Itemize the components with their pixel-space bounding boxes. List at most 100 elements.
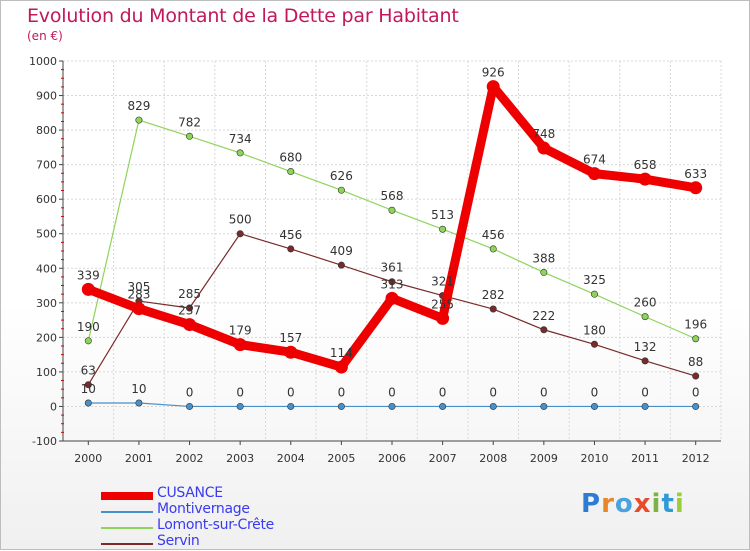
legend-label: Lomont-sur-Crête [157, 517, 274, 533]
data-label: 179 [229, 324, 252, 338]
legend-label: Montivernage [157, 501, 250, 517]
data-label: 0 [692, 385, 700, 399]
data-label: 626 [330, 169, 353, 183]
legend-swatch [101, 511, 153, 513]
data-label: 305 [127, 280, 150, 294]
data-label: 285 [178, 287, 201, 301]
data-point [590, 290, 598, 298]
data-point [236, 149, 244, 157]
data-label: 409 [330, 244, 353, 258]
x-tick-label: 2008 [479, 452, 507, 465]
data-label: 0 [489, 385, 497, 399]
data-point [590, 402, 598, 410]
data-label: 10 [81, 382, 96, 396]
x-tick-label: 2002 [176, 452, 204, 465]
data-label: 255 [431, 297, 454, 311]
data-label: 513 [431, 208, 454, 222]
data-point [84, 337, 92, 345]
data-point [439, 402, 447, 410]
data-label: 283 [127, 288, 150, 302]
data-point [537, 141, 551, 155]
x-tick-label: 2012 [682, 452, 710, 465]
chart-subtitle: (en €) [27, 29, 63, 43]
data-point [388, 278, 396, 286]
data-label: 456 [482, 228, 505, 242]
x-tick-label: 2001 [125, 452, 153, 465]
data-label: 321 [431, 275, 454, 289]
data-point [489, 402, 497, 410]
data-label: 782 [178, 115, 201, 129]
data-point [540, 402, 548, 410]
data-point [287, 168, 295, 176]
x-tick-label: 2007 [429, 452, 457, 465]
data-point [540, 268, 548, 276]
data-point [183, 318, 197, 332]
data-point [135, 399, 143, 407]
x-tick-label: 2009 [530, 452, 558, 465]
data-point [84, 381, 92, 389]
data-label: 0 [338, 385, 346, 399]
data-label: 0 [591, 385, 599, 399]
data-point [186, 402, 194, 410]
data-point [385, 291, 399, 305]
x-tick-label: 2000 [74, 452, 102, 465]
data-point [388, 206, 396, 214]
y-tick-label: 300 [36, 297, 57, 310]
data-point [540, 326, 548, 334]
chart-title: Evolution du Montant de la Dette par Hab… [27, 5, 459, 27]
logo-letter: i [651, 489, 662, 519]
data-label: 388 [532, 251, 555, 265]
data-label: 339 [77, 268, 100, 282]
x-tick-label: 2006 [378, 452, 406, 465]
data-label: 237 [178, 304, 201, 318]
data-label: 829 [127, 99, 150, 113]
x-tick-label: 2005 [327, 452, 355, 465]
data-label: 88 [688, 355, 703, 369]
data-point [334, 360, 348, 374]
y-tick-label: 200 [36, 331, 57, 344]
data-label: 325 [583, 273, 606, 287]
x-tick-label: 2003 [226, 452, 254, 465]
data-point [689, 181, 703, 195]
data-point [587, 167, 601, 181]
legend-label: Servin [157, 533, 200, 549]
data-point [590, 340, 598, 348]
data-label: 658 [634, 158, 657, 172]
logo-letter: t [661, 489, 675, 519]
data-point [132, 302, 146, 316]
y-tick-label: 800 [36, 124, 57, 137]
y-tick-label: 900 [36, 90, 57, 103]
data-label: 0 [236, 385, 244, 399]
data-label: 500 [229, 213, 252, 227]
legend-swatch [101, 543, 153, 545]
data-label: 132 [634, 340, 657, 354]
data-label: 313 [381, 277, 404, 291]
data-label: 0 [439, 385, 447, 399]
x-tick-label: 2011 [631, 452, 659, 465]
data-point [388, 402, 396, 410]
proxiti-logo: Proxiti [581, 489, 685, 519]
data-label: 0 [287, 385, 295, 399]
y-tick-label: 600 [36, 193, 57, 206]
data-label: 0 [641, 385, 649, 399]
y-tick-label: 700 [36, 159, 57, 172]
data-label: 180 [583, 323, 606, 337]
logo-letter: o [614, 489, 634, 519]
data-point [638, 172, 652, 186]
data-point [641, 402, 649, 410]
data-label: 734 [229, 132, 252, 146]
data-label: 157 [279, 331, 302, 345]
data-point [489, 245, 497, 253]
y-tick-label: 100 [36, 366, 57, 379]
data-point [489, 305, 497, 313]
y-tick-label: 0 [50, 400, 57, 413]
y-tick-label: 1000 [29, 55, 57, 68]
y-tick-label: 400 [36, 262, 57, 275]
data-point [236, 402, 244, 410]
legend-swatch [101, 492, 153, 500]
data-point [337, 186, 345, 194]
logo-letter: P [581, 489, 602, 519]
data-label: 222 [532, 309, 555, 323]
data-point [84, 399, 92, 407]
